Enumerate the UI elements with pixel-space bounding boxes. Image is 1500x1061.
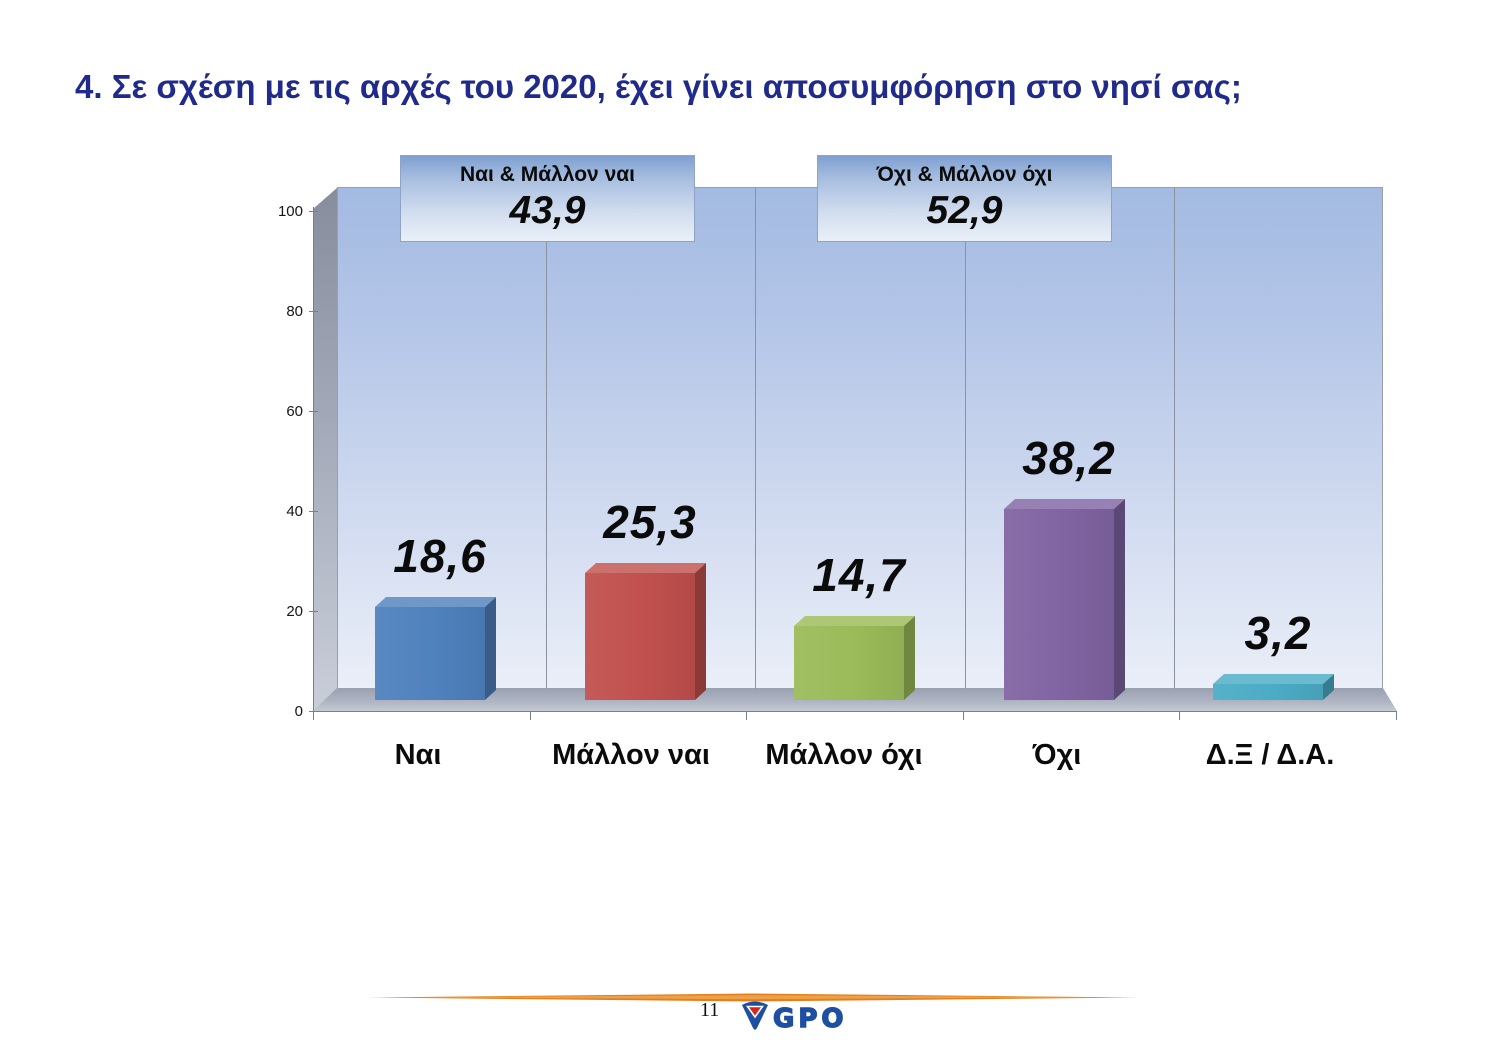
bar-front-face [1004, 509, 1114, 700]
bar-top-face [1004, 499, 1125, 509]
callout-yes-total: Ναι & Μάλλον ναι 43,9 [400, 155, 695, 242]
chart-left-wall [313, 187, 338, 711]
y-axis-tick [309, 511, 318, 512]
bar-front-face [1213, 684, 1323, 700]
y-axis-tick [309, 411, 318, 412]
callout-yes-value: 43,9 [509, 189, 586, 232]
gpo-logo: GPO [742, 1001, 848, 1033]
gpo-logo-text: GPO [773, 1004, 848, 1033]
y-axis-tick [309, 311, 318, 312]
category-label: Ναι [394, 739, 442, 771]
bar-front-face [585, 573, 695, 700]
bar-value-label: 38,2 [1022, 432, 1116, 484]
x-axis-tick [1396, 711, 1397, 720]
chart-back-wall [337, 187, 1383, 689]
bar-side-face [1114, 499, 1125, 700]
bar-value-label: 25,3 [603, 496, 697, 548]
category-label: Μάλλον όχι [765, 739, 923, 771]
y-axis-line [313, 207, 314, 712]
bar-side-face [904, 616, 915, 700]
slide-title: 4. Σε σχέση με τις αρχές του 2020, έχει … [75, 68, 1242, 105]
bar-top-face [1213, 674, 1334, 684]
page-number: 11 [700, 999, 720, 1021]
callout-no-label: Όχι & Μάλλον όχι [876, 163, 1053, 186]
x-axis-tick [1179, 711, 1180, 720]
bar-front-face [794, 626, 904, 700]
callout-no-total: Όχι & Μάλλον όχι 52,9 [817, 155, 1112, 242]
y-axis-tick-label: 60 [286, 403, 303, 420]
gpo-logo-red-triangle-icon [745, 1005, 765, 1019]
bar-side-face [485, 597, 496, 700]
bar-value-label: 18,6 [393, 530, 487, 582]
y-axis-tick [309, 611, 318, 612]
divider-highlight [396, 995, 1108, 1000]
bar-value-label: 3,2 [1244, 607, 1312, 659]
bar-side-face [1323, 674, 1334, 700]
y-axis-tick-label: 80 [286, 303, 303, 320]
x-axis-line [313, 711, 1397, 712]
y-axis-tick-label: 20 [286, 603, 303, 620]
bar-value-label: 14,7 [812, 549, 906, 601]
x-axis-tick [963, 711, 964, 720]
callout-no-value: 52,9 [926, 189, 1003, 232]
category-gridline [546, 187, 547, 689]
bar-top-face [375, 597, 496, 607]
bar-top-face [794, 616, 915, 626]
y-axis-tick-label: 40 [286, 503, 303, 520]
bar-front-face [375, 607, 485, 700]
y-axis-tick [309, 211, 318, 212]
category-gridline [1174, 187, 1175, 689]
category-label: Μάλλον ναι [552, 739, 710, 771]
x-axis-tick [313, 711, 314, 720]
category-gridline [755, 187, 756, 689]
x-axis-tick [746, 711, 747, 720]
bar-side-face [695, 563, 706, 700]
x-axis-tick [530, 711, 531, 720]
category-gridline [965, 187, 966, 689]
bar-top-face [585, 563, 706, 573]
footer-divider-line [366, 993, 1138, 1002]
y-axis-tick-label: 100 [277, 203, 303, 220]
y-axis-tick-label: 0 [294, 703, 303, 720]
bar-chart: 0 20 40 60 80 100 18,6 Ναι 25,3 Μάλλον ναι 14,7 Μά… [278, 187, 1408, 771]
callout-yes-label: Ναι & Μάλλον ναι [459, 163, 635, 186]
category-label: Όχι [1032, 739, 1082, 771]
category-label: Δ.Ξ / Δ.Α. [1205, 739, 1335, 771]
